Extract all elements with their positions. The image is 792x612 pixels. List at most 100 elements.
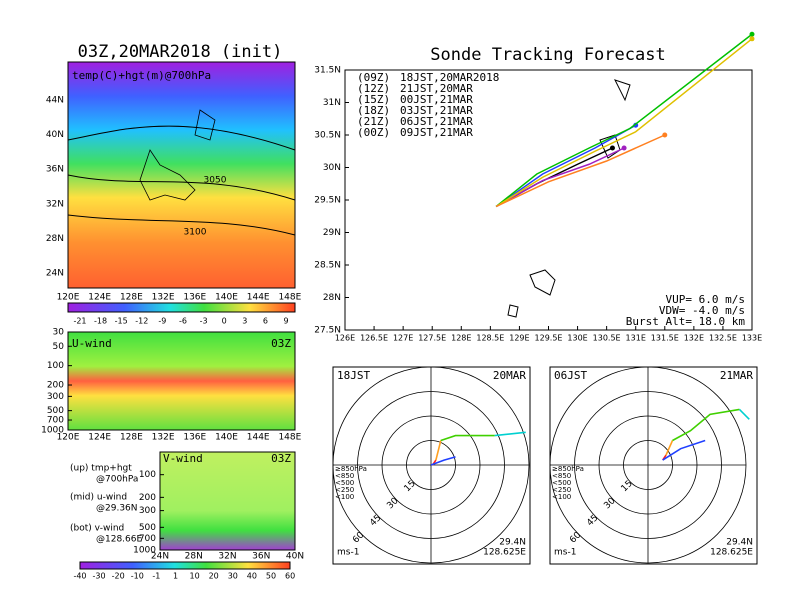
track <box>495 147 625 208</box>
legend-time: 18JST,20MAR2018 <box>400 71 499 84</box>
legend-time: 06JST,21MAR <box>400 115 473 128</box>
colorbar-label: 60 <box>285 572 295 581</box>
pressure-tick-label: 500 <box>47 406 64 416</box>
level-legend: <850 <box>335 472 354 480</box>
temperature-field <box>67 61 296 289</box>
colorbar-label: 3 <box>242 317 247 326</box>
u-wind-field <box>67 331 296 431</box>
note: (mid) u-wind <box>70 493 127 503</box>
colorbar-label: -6 <box>179 317 187 326</box>
legend-code: (21Z) <box>357 115 390 128</box>
pressure-tick-label: 700 <box>47 416 64 426</box>
pressure-tick-label: 500 <box>139 523 156 533</box>
track-end <box>749 31 755 37</box>
colorbar-label: -3 <box>200 317 208 326</box>
panel-label: V-wind <box>163 452 203 465</box>
tracking-title: Sonde Tracking Forecast <box>430 45 665 65</box>
x-tick-label: 126.5E <box>360 334 388 343</box>
lat-tick-label: 32N <box>218 552 236 562</box>
time: 18JST <box>337 369 370 382</box>
hodograph-trace <box>435 440 442 461</box>
legend-code: (09Z) <box>357 71 390 84</box>
lat-tick-label: 32N <box>46 199 64 209</box>
map-label: temp(C)+hgt(m)@700hPa <box>72 69 211 82</box>
lon-tick-label: 128E <box>120 293 143 303</box>
legend-code: (12Z) <box>357 82 390 95</box>
x-tick-label: 133E <box>742 334 762 343</box>
x-tick-label: 130E <box>567 334 587 343</box>
level-legend: <500 <box>552 479 571 487</box>
note: @700hPa <box>96 475 138 485</box>
colorbar <box>79 561 291 570</box>
hodograph-trace <box>738 408 750 420</box>
colorbar-label: -15 <box>115 317 128 326</box>
lat-tick-label: 28N <box>46 234 64 244</box>
level-legend: <250 <box>552 486 571 494</box>
note: (bot) v-wind <box>70 524 124 534</box>
lat-tick-label: 40N <box>286 552 304 562</box>
x-tick-label: 132.5E <box>709 334 737 343</box>
pressure-tick-label: 300 <box>139 506 156 516</box>
x-tick-label: 129.5E <box>535 334 563 343</box>
lat-tick-label: 36N <box>46 165 64 175</box>
unit: ms-1 <box>554 548 576 558</box>
legend-time: 00JST,21MAR <box>400 93 473 106</box>
lon-tick-label: 132E <box>152 433 175 443</box>
hodograph-trace <box>672 408 740 442</box>
lat-tick-label: 44N <box>46 96 64 106</box>
time: 06JST <box>554 369 587 382</box>
track-end <box>633 122 639 128</box>
ring-label: 60 <box>568 530 583 545</box>
legend-code: (18Z) <box>357 104 390 117</box>
colorbar-label: 40 <box>247 572 257 581</box>
y-tick-label: 31.5N <box>314 66 341 76</box>
colorbar-label: 6 <box>263 317 268 326</box>
colorbar-label: -12 <box>135 317 148 326</box>
pressure-tick-label: 200 <box>47 381 64 391</box>
colorbar-label: -9 <box>158 317 166 326</box>
pressure-tick-label: 50 <box>53 342 65 352</box>
x-tick-label: 128E <box>451 334 471 343</box>
legend-code: (15Z) <box>357 93 390 106</box>
ring-label: 45 <box>585 513 600 528</box>
x-tick-label: 130.5E <box>593 334 621 343</box>
contour-label: 3100 <box>184 228 207 238</box>
lon-tick-label: 124E <box>88 433 111 443</box>
coastline <box>507 79 631 318</box>
panel-label: U-wind <box>72 337 112 350</box>
param: VUP= 6.0 m/s <box>666 293 745 306</box>
track <box>495 134 666 208</box>
lat-tick-label: 28N <box>185 552 203 562</box>
lon-tick-label: 140E <box>215 433 238 443</box>
height-contours <box>67 125 296 236</box>
y-tick-label: 31N <box>323 98 341 108</box>
hodograph-trace <box>430 456 456 466</box>
lat-tick-label: 36N <box>252 552 270 562</box>
x-tick-label: 126E <box>335 334 355 343</box>
x-tick-label: 129E <box>509 334 529 343</box>
contour-label: 3050 <box>204 176 227 186</box>
unit: ms-1 <box>337 548 359 558</box>
colorbar-label: -21 <box>73 317 86 326</box>
y-tick-label: 30N <box>323 163 341 173</box>
track <box>495 38 753 208</box>
lon-tick-label: 124E <box>88 293 111 303</box>
lon-tick-label: 148E <box>278 293 301 303</box>
pressure-tick-label: 100 <box>47 361 64 371</box>
colorbar-label: 20 <box>209 572 219 581</box>
level-legend: <500 <box>335 479 354 487</box>
x-tick-label: 127E <box>393 334 413 343</box>
note: @29.36N <box>96 504 138 514</box>
legend-time: 03JST,21MAR <box>400 104 473 117</box>
ring-label: 15 <box>620 479 635 494</box>
lat-tick-label: 40N <box>46 130 64 140</box>
lat-tick-label: 24N <box>46 269 64 279</box>
lon-tick-label: 148E <box>278 433 301 443</box>
colorbar-label: 50 <box>266 572 276 581</box>
date: 20MAR <box>493 369 526 382</box>
level-legend: <850 <box>552 472 571 480</box>
colorbar-label: 10 <box>190 572 200 581</box>
y-tick-label: 27.5N <box>314 326 341 336</box>
